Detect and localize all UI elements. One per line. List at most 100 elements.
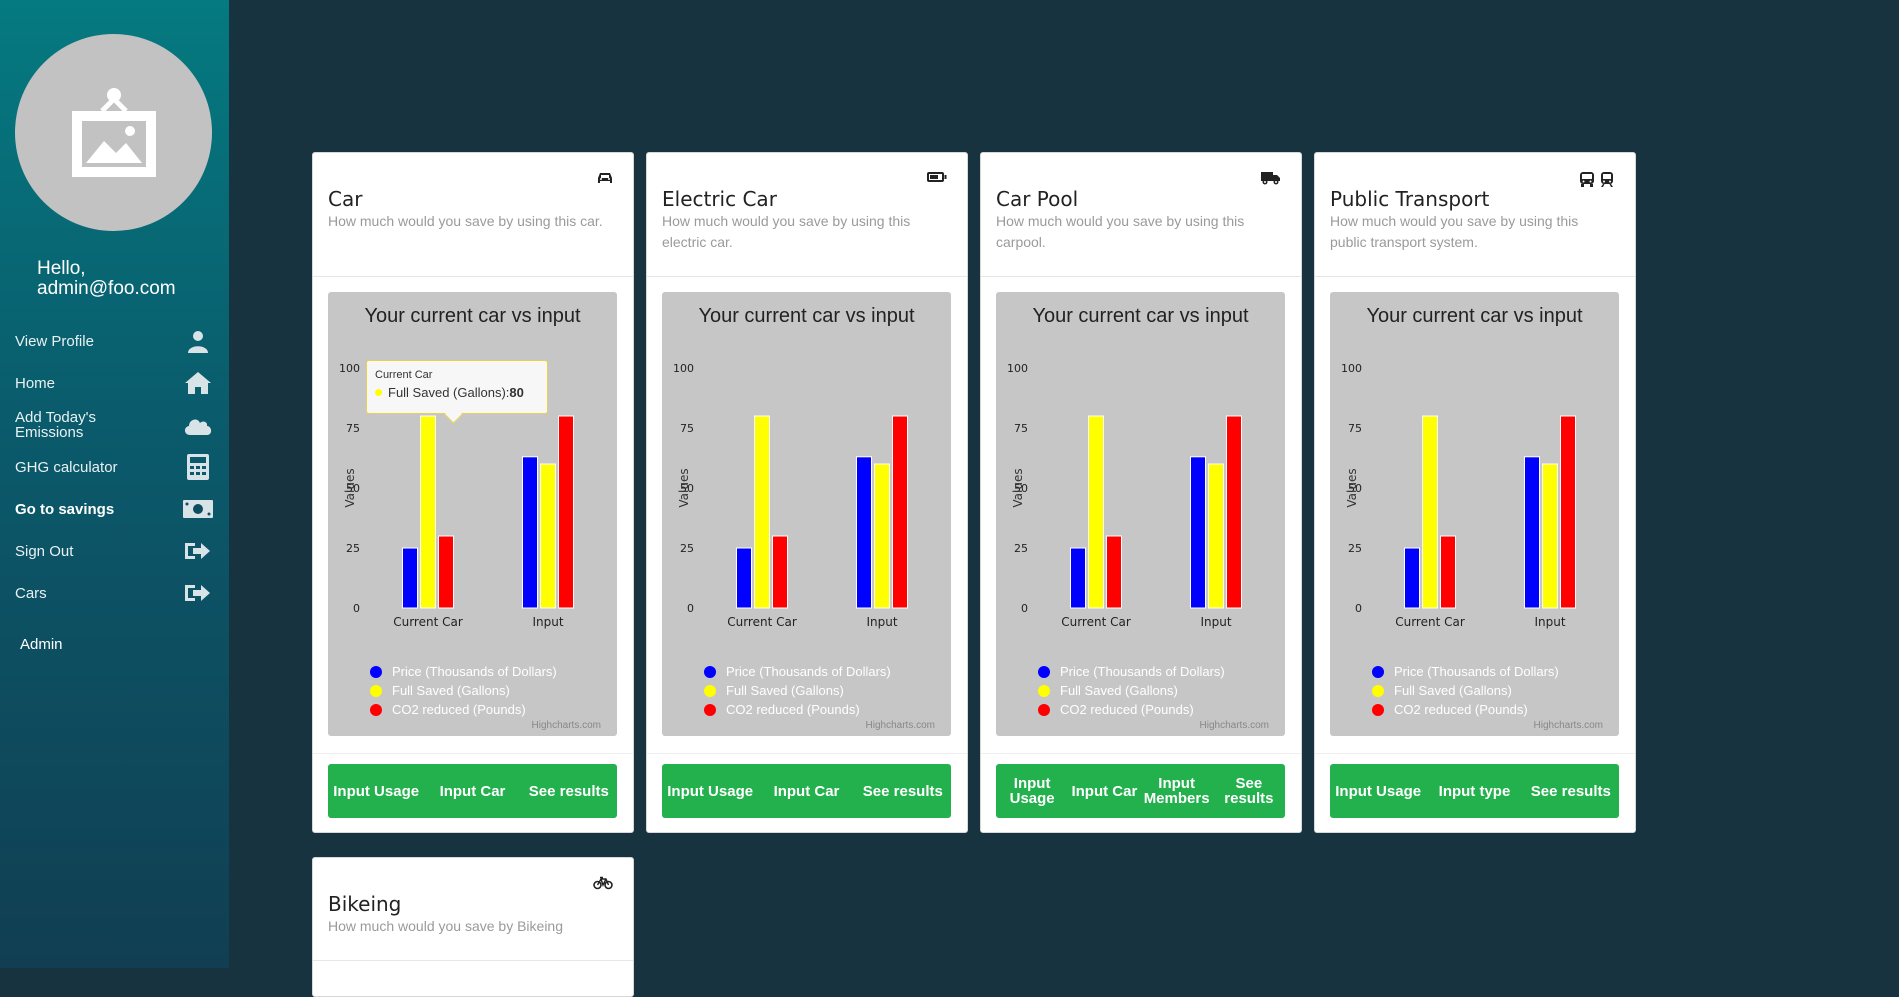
input-usage-button[interactable]: Input Usage (1335, 782, 1422, 800)
card-header: Bikeing How much would you save by Bikei… (313, 858, 633, 961)
avatar[interactable] (15, 34, 212, 231)
chart-credits[interactable]: Highcharts.com (531, 720, 601, 731)
input-members-button[interactable]: Input Members (1143, 775, 1210, 807)
battery-icon (927, 171, 947, 183)
chart-legend: Price (Thousands of Dollars) Full Saved … (1038, 662, 1225, 719)
legend-dot (1372, 665, 1384, 678)
tooltip-row: Full Saved (Gallons): 80 (375, 385, 539, 400)
sidebar-item-add-emissions[interactable]: Add Today's Emissions (0, 404, 229, 446)
tooltip-dot (375, 389, 382, 396)
sidebar-item-label: GHG calculator (15, 458, 118, 476)
sidebar-item-sign-out[interactable]: Sign Out (0, 530, 229, 572)
legend-dot (1372, 684, 1384, 697)
legend-label: CO2 reduced (Pounds) (392, 702, 526, 717)
card-header: Car Pool How much would you save by usin… (981, 153, 1301, 277)
admin-link[interactable]: Admin (20, 636, 63, 653)
sidebar-item-cars[interactable]: Cars (0, 572, 229, 614)
sidebar: Hello, admin@foo.com View Profile Home A… (0, 0, 229, 968)
input-usage-button[interactable]: Input Usage (1009, 775, 1055, 807)
y-tick-label: 75 (680, 422, 694, 435)
legend-item[interactable]: CO2 reduced (Pounds) (370, 700, 557, 719)
legend-item[interactable]: Price (Thousands of Dollars) (1038, 662, 1225, 681)
y-tick-label: 25 (1348, 542, 1362, 555)
see-results-button[interactable]: See results (528, 782, 609, 800)
legend-item[interactable]: Full Saved (Gallons) (1372, 681, 1559, 700)
card-car-pool: Car Pool How much would you save by usin… (980, 152, 1302, 833)
bus-icon (1579, 171, 1615, 187)
legend-item[interactable]: CO2 reduced (Pounds) (1038, 700, 1225, 719)
bar (1070, 547, 1086, 609)
chart-title: Your current car vs input (698, 305, 915, 327)
sign-out-icon (183, 580, 213, 606)
legend-item[interactable]: Full Saved (Gallons) (704, 681, 891, 700)
card-footer (313, 753, 633, 754)
bar (420, 415, 436, 609)
sign-out-icon (183, 538, 213, 564)
y-tick-label: 0 (1021, 602, 1028, 615)
input-usage-button[interactable]: Input Usage (667, 782, 754, 800)
legend-dot (704, 703, 716, 716)
money-icon (183, 496, 213, 522)
sidebar-item-view-profile[interactable]: View Profile (0, 320, 229, 362)
sidebar-item-label: View Profile (15, 332, 94, 350)
card-buttons: Input Usage Input Car See results (328, 764, 617, 818)
input-usage-button[interactable]: Input Usage (333, 782, 420, 800)
legend-dot (704, 684, 716, 697)
legend-item[interactable]: CO2 reduced (Pounds) (1372, 700, 1559, 719)
y-tick-label: 100 (1341, 362, 1362, 375)
bar (540, 463, 556, 609)
legend-item[interactable]: Full Saved (Gallons) (1038, 681, 1225, 700)
card-buttons: Input Usage Input Car Input Members See … (996, 764, 1285, 818)
card-subtitle: How much would you save by using this ca… (996, 213, 1245, 250)
y-tick-label: 0 (353, 602, 360, 615)
bar (856, 456, 872, 609)
sidebar-item-go-to-savings[interactable]: Go to savings (0, 488, 229, 530)
see-results-button[interactable]: See results (1224, 775, 1274, 807)
bar (1524, 456, 1540, 609)
card-car: Car How much would you save by using thi… (312, 152, 634, 833)
bar (1226, 415, 1242, 609)
legend-item[interactable]: CO2 reduced (Pounds) (704, 700, 891, 719)
legend-dot (370, 665, 382, 678)
legend-label: Full Saved (Gallons) (726, 683, 844, 698)
bar-chart: Your current car vs input 0 25 50 75 100 Valu… (328, 292, 617, 736)
y-tick-label: 100 (673, 362, 694, 375)
x-tick-label: Input (1200, 615, 1231, 629)
bar (1404, 547, 1420, 609)
card-public-transport: Public Transport How much would you save… (1314, 152, 1636, 833)
card-header: Car How much would you save by using thi… (313, 153, 633, 277)
cloud-icon (183, 412, 213, 438)
legend-item[interactable]: Price (Thousands of Dollars) (704, 662, 891, 681)
card-header: Electric Car How much would you save by … (647, 153, 967, 277)
chart-credits[interactable]: Highcharts.com (1533, 720, 1603, 731)
chart-credits[interactable]: Highcharts.com (1199, 720, 1269, 731)
sidebar-item-home[interactable]: Home (0, 362, 229, 404)
greeting-text: Hello, (37, 258, 86, 279)
x-tick-label: Input (1534, 615, 1565, 629)
sidebar-item-label: Go to savings (15, 500, 115, 518)
legend-item[interactable]: Price (Thousands of Dollars) (1372, 662, 1559, 681)
legend-dot (1038, 703, 1050, 716)
sidebar-item-ghg-calculator[interactable]: GHG calculator (0, 446, 229, 488)
legend-item[interactable]: Full Saved (Gallons) (370, 681, 557, 700)
legend-item[interactable]: Price (Thousands of Dollars) (370, 662, 557, 681)
card-buttons: Input Usage Input type See results (1330, 764, 1619, 818)
bar (1088, 415, 1104, 609)
y-axis-label: Values (343, 468, 357, 507)
chart-legend: Price (Thousands of Dollars) Full Saved … (704, 662, 891, 719)
see-results-button[interactable]: See results (862, 782, 943, 800)
car-icon (597, 171, 613, 185)
y-tick-label: 25 (680, 542, 694, 555)
bar (736, 547, 752, 609)
input-type-button[interactable]: Input type (1438, 782, 1511, 800)
card-electric-car: Electric Car How much would you save by … (646, 152, 968, 833)
input-car-button[interactable]: Input Car (1071, 782, 1138, 800)
input-car-button[interactable]: Input Car (773, 782, 840, 800)
y-tick-label: 25 (346, 542, 360, 555)
calculator-icon (183, 454, 213, 480)
legend-label: CO2 reduced (Pounds) (1060, 702, 1194, 717)
see-results-button[interactable]: See results (1530, 782, 1611, 800)
chart-credits[interactable]: Highcharts.com (865, 720, 935, 731)
input-car-button[interactable]: Input Car (439, 782, 506, 800)
bar (754, 415, 770, 609)
